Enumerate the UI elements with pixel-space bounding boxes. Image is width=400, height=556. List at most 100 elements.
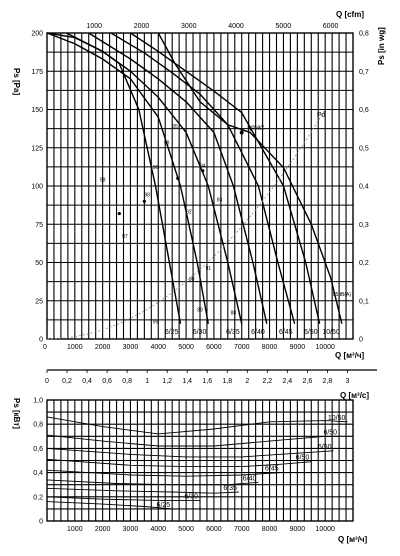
power-curve-label: 6/50 — [323, 429, 337, 436]
pressure-curve-label: 6/50 — [304, 329, 318, 336]
ps-pa-tick-label: 50 — [35, 260, 43, 267]
q-m3h-tick-label: 3000 — [123, 344, 139, 351]
q-m3h-tick-label: 10000 — [315, 344, 335, 351]
m3s-tick-label: 1,4 — [182, 378, 192, 385]
efficiency-label: 96 — [153, 165, 159, 171]
operating-point-marker — [201, 169, 205, 173]
power-tick-label: 0 — [39, 519, 43, 526]
sound-level-label: 95dB(A) — [333, 292, 352, 298]
ps-pa-tick-label: 125 — [31, 145, 43, 152]
efficiency-label: 98 — [144, 193, 150, 199]
efficiency-label: 92 — [186, 210, 192, 216]
lower-series-group: 10/50 6/50 6/50 6/50 6/45 6/40 6/35 6/30 6/25 — [46, 415, 348, 510]
ps-pa-tick-label: 200 — [31, 31, 43, 38]
operating-point-marker — [142, 199, 146, 203]
pressure-curve-6-50 — [130, 32, 321, 324]
lower-q-tick-label: 7000 — [234, 526, 250, 533]
upper-grid: 025507510012515017520000,10,20,30,40,50,… — [31, 23, 369, 351]
ps-inwg-tick-label: 0,3 — [359, 222, 369, 229]
q-m3h-tick-label: 4000 — [150, 344, 166, 351]
q-cfm-tick-label: 1000 — [86, 23, 102, 30]
ps-inwg-tick-label: 0,6 — [359, 107, 369, 114]
q-cfm-tick-label: 3000 — [181, 23, 197, 30]
ps-pa-tick-label: 25 — [35, 298, 43, 305]
q-cfm-tick-label: 5000 — [276, 23, 292, 30]
ps-inwg-tick-label: 0,5 — [359, 145, 369, 152]
pressure-curve-6-45 — [110, 32, 296, 324]
efficiency-label: 91 — [206, 266, 212, 272]
m3s-tick-label: 1,8 — [222, 378, 232, 385]
q-m3h-tick-label: 0 — [43, 344, 47, 351]
q-m3h-tick-label: 8000 — [262, 344, 278, 351]
q-cfm-tick-label: 2000 — [134, 23, 150, 30]
ps-inwg-tick-label: 0,1 — [359, 298, 369, 305]
power-curve-label: 6/50 — [296, 455, 310, 462]
q-m3h-tick-label: 2000 — [95, 344, 111, 351]
efficiency-label: 93 — [217, 197, 223, 203]
q-cfm-tick-label: 6000 — [323, 23, 339, 30]
q-cfm-tick-label: 4000 — [228, 23, 244, 30]
ps-pa-tick-label: 150 — [31, 107, 43, 114]
power-tick-label: 1,0 — [33, 398, 43, 405]
m3s-tick-label: 2 — [245, 378, 249, 385]
power-curve-6-50 — [46, 458, 312, 468]
eta-max-label: ηmax — [247, 124, 265, 131]
m3s-tick-label: 1,6 — [202, 378, 212, 385]
power-curve-6-45 — [46, 469, 281, 477]
operating-point-marker — [117, 211, 121, 216]
q-m3h-tick-label: 6000 — [206, 344, 222, 351]
q-cfm-unit-label: Q [cfm] — [336, 10, 364, 19]
efficiency-label: 95 — [172, 124, 178, 130]
ps-pa-tick-label: 175 — [31, 69, 43, 76]
efficiency-label: 97 — [122, 234, 128, 240]
efficiency-label: 89 — [197, 307, 203, 313]
m3s-tick-label: 1 — [145, 378, 149, 385]
lower-q-tick-label: 1000 — [67, 526, 83, 533]
lower-q-tick-label: 9000 — [290, 526, 306, 533]
pressure-curve-label: 6/30 — [193, 329, 207, 336]
m3s-tick-label: 3 — [345, 378, 349, 385]
ps-pa-tick-label: 100 — [31, 184, 43, 191]
eta-max-marker — [239, 130, 244, 135]
power-tick-label: 0,6 — [33, 446, 43, 453]
q-m3h-tick-label: 1000 — [67, 344, 83, 351]
power-curve-label: 6/40 — [243, 475, 257, 482]
power-curve-6-35 — [46, 487, 239, 494]
lower-grid: 0 0,2 0,4 0,6 0,8 1,0 1000 2000 3000 4000 5000 6000… — [33, 398, 353, 533]
efficiency-label: 94 — [200, 164, 206, 170]
m3s-tick-label: 0,8 — [122, 378, 132, 385]
pressure-curve-6-40 — [88, 32, 268, 324]
power-curve-label: 6/50 — [318, 444, 332, 451]
pd-label: Pd — [317, 112, 326, 119]
q-m3s-unit-label: Q [м³/с] — [340, 391, 369, 400]
power-curve-label: 10/50 — [328, 415, 346, 422]
pressure-curve-label: 6/45 — [279, 329, 293, 336]
m3s-tick-label: 2,6 — [303, 378, 313, 385]
ps-inwg-tick-label: 0,2 — [359, 260, 369, 267]
power-tick-label: 0,4 — [33, 470, 43, 477]
power-curve-label: 6/35 — [223, 485, 237, 492]
m3s-tick-label: 0 — [45, 378, 49, 385]
lower-q-tick-label: 4000 — [150, 526, 166, 533]
dynamic-pressure-curve — [46, 109, 326, 340]
efficiency-label: 99 — [153, 320, 159, 326]
pressure-curve-10-50 — [157, 32, 343, 324]
m3s-tick-label: 1,2 — [162, 378, 172, 385]
efficiency-label: 98 — [164, 141, 170, 147]
lower-q-tick-label: 10000 — [315, 526, 335, 533]
pressure-curve-6-30 — [46, 32, 209, 324]
pressure-curve-label: 10/50 — [322, 329, 340, 336]
power-unit-label: Ps [кВт] — [12, 398, 21, 429]
q-m3h-unit-label: Q [м³/ч] — [335, 351, 365, 360]
ps-inwg-tick-label: 0,8 — [359, 31, 369, 38]
efficiency-label: 88 — [231, 311, 237, 317]
ps-inwg-tick-label: 0,7 — [359, 69, 369, 76]
m3s-tick-label: 0,4 — [82, 378, 92, 385]
ps-pa-tick-label: 75 — [35, 222, 43, 229]
pressure-curve-6-35 — [66, 32, 243, 324]
lower-q-tick-label: 2000 — [95, 526, 111, 533]
m3s-tick-label: 0,6 — [102, 378, 112, 385]
upper-series-group: 6/25 6/30 6/35 6/40 6/45 6/50 10/50 Pd ηmax 95dB(… — [46, 32, 352, 340]
q-m3h-tick-label: 9000 — [290, 344, 306, 351]
